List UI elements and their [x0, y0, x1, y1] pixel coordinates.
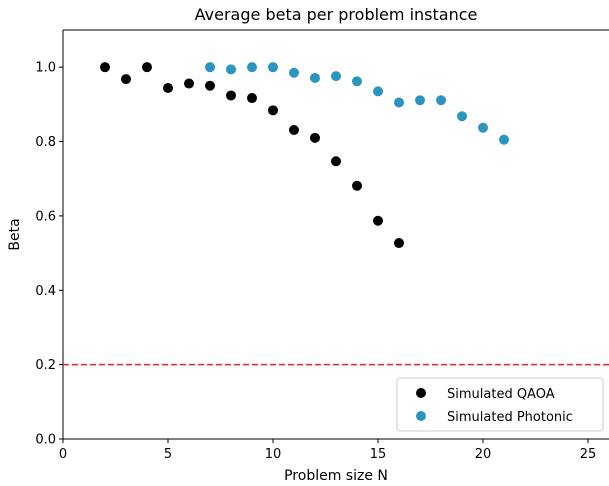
- y-tick-label: 1.0: [35, 61, 56, 76]
- x-tick-label: 5: [164, 447, 172, 462]
- legend-box: [396, 377, 604, 432]
- data-point: [499, 134, 509, 145]
- data-points: [100, 62, 509, 249]
- x-tick-label: 25: [580, 447, 597, 462]
- legend-marker: [416, 411, 426, 421]
- data-point: [478, 122, 488, 133]
- data-point: [142, 62, 152, 73]
- data-point: [352, 76, 362, 87]
- data-point: [394, 97, 404, 108]
- data-point: [310, 72, 320, 83]
- data-point: [289, 67, 299, 78]
- chart-title: Average beta per problem instance: [195, 5, 478, 24]
- data-point: [310, 132, 320, 143]
- data-point: [352, 180, 362, 191]
- data-point: [121, 74, 131, 85]
- data-point: [184, 78, 194, 89]
- data-point: [457, 111, 467, 122]
- data-point: [268, 105, 278, 116]
- y-tick-label: 0.6: [35, 209, 56, 224]
- data-point: [226, 64, 236, 75]
- data-point: [436, 95, 446, 106]
- data-point: [247, 62, 257, 73]
- data-point: [289, 125, 299, 136]
- data-point: [205, 62, 215, 73]
- x-tick-label: 15: [370, 447, 387, 462]
- y-axis: 0.0 0.2 0.4 0.6 0.8 1.0: [35, 61, 63, 448]
- x-tick-label: 0: [59, 447, 67, 462]
- data-point: [100, 62, 110, 73]
- data-point: [331, 71, 341, 82]
- legend: Simulated QAOA Simulated Photonic: [396, 377, 604, 432]
- legend-label: Simulated QAOA: [447, 387, 555, 402]
- plot-area: [62, 29, 609, 440]
- data-point: [373, 215, 383, 226]
- data-point: [163, 83, 173, 94]
- data-point: [373, 86, 383, 97]
- data-point: [415, 95, 425, 106]
- legend-label: Simulated Photonic: [447, 410, 573, 425]
- data-point: [394, 238, 404, 249]
- series-photonic: [205, 62, 509, 145]
- y-axis-label: Beta: [7, 218, 23, 250]
- legend-marker: [416, 388, 426, 398]
- data-point: [247, 93, 257, 104]
- data-point: [226, 90, 236, 101]
- y-tick-label: 0.0: [35, 433, 56, 448]
- x-tick-label: 20: [475, 447, 492, 462]
- x-axis-label: Problem size N: [284, 468, 388, 484]
- x-tick-label: 10: [265, 447, 282, 462]
- y-tick-label: 0.2: [35, 358, 56, 373]
- y-tick-label: 0.8: [35, 135, 56, 150]
- data-point: [268, 62, 278, 73]
- series-qaoa: [100, 62, 404, 249]
- data-point: [205, 80, 215, 91]
- y-tick-label: 0.4: [35, 284, 56, 299]
- x-axis: 0 5 10 15 20 25: [59, 439, 596, 462]
- data-point: [331, 156, 341, 167]
